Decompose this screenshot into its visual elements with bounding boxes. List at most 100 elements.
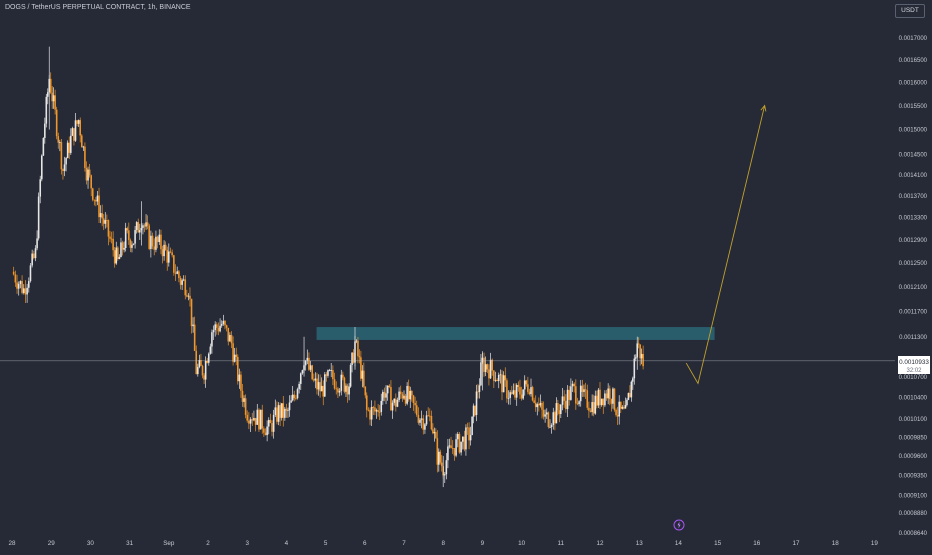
candle-body: [322, 385, 325, 397]
candle-body: [19, 281, 22, 284]
candle-body: [163, 244, 165, 257]
candle-body: [145, 222, 147, 227]
candle-body: [178, 271, 180, 279]
time-tick-label: 30: [87, 540, 95, 547]
candle-body: [512, 390, 515, 394]
candle-body: [319, 382, 321, 392]
candle-body: [549, 426, 551, 428]
time-tick-label: 11: [558, 540, 565, 547]
candle-body: [104, 220, 107, 224]
candle-body: [358, 356, 361, 358]
candle-body: [523, 380, 526, 390]
candle-body: [296, 389, 299, 399]
candle-body: [615, 409, 617, 416]
price-tick-label: 0.0013700: [899, 194, 928, 200]
price-badge-value: 0.0010933: [899, 359, 929, 366]
candle-body: [66, 142, 69, 159]
candle-body: [224, 320, 226, 326]
candle-body: [306, 357, 309, 361]
candle-body: [466, 427, 469, 429]
candle-body: [271, 423, 273, 432]
candle-body: [121, 242, 124, 250]
candle-body: [93, 199, 96, 201]
candle-body: [517, 385, 520, 387]
price-axis[interactable]: 0.0017000 0.0016500 0.0016000 0.0015500 0.00…: [899, 36, 928, 537]
candle-body: [382, 391, 384, 401]
candle-body: [542, 409, 545, 417]
event-marker[interactable]: [673, 519, 685, 531]
price-tick-label: 0.0012100: [899, 285, 928, 291]
candle-body: [59, 142, 61, 143]
candle-body: [361, 370, 364, 379]
price-tick-label: 0.0009850: [899, 435, 928, 441]
candle-body: [468, 427, 470, 441]
price-tick-label: 0.0015000: [899, 128, 928, 134]
candle-body: [432, 429, 434, 434]
resistance-zone[interactable]: [316, 327, 715, 340]
candle-body: [533, 400, 535, 403]
candle-body: [155, 236, 157, 250]
candle-body: [493, 370, 495, 381]
projection-arrowhead: [760, 104, 767, 112]
time-axis[interactable]: 28 29 30 31 Sep 2 3 4 5 6 7 8 9 10 11 12 13 14 15 16 17 18 19: [8, 540, 878, 547]
candle-body: [374, 407, 376, 412]
candle-body: [440, 462, 443, 467]
candle-body: [507, 397, 510, 399]
candle-body: [148, 225, 150, 249]
candle-body: [581, 385, 584, 392]
price-tick-label: 0.0016000: [899, 81, 928, 87]
candle-body: [436, 438, 439, 465]
candle-body: [425, 415, 428, 425]
symbol-title: DOGS / TetherUS PERPETUAL CONTRACT, 1h, …: [5, 4, 191, 11]
candle-body: [506, 380, 508, 399]
candle-body: [477, 391, 479, 393]
candle-body: [412, 395, 415, 404]
projection-path[interactable]: [685, 105, 766, 385]
candle-body: [634, 357, 637, 359]
candle-body: [88, 169, 91, 176]
candle-body: [471, 416, 473, 436]
candle-body: [29, 265, 32, 282]
candle-body: [79, 120, 82, 136]
candle-body: [40, 155, 43, 180]
price-tick-label: 0.0010400: [899, 396, 928, 402]
time-tick-label: Sep: [163, 540, 175, 547]
candle-body: [60, 142, 63, 170]
candle-body: [129, 239, 132, 248]
candle-body: [345, 385, 347, 392]
candle-body: [332, 370, 334, 380]
candle-body: [380, 400, 383, 412]
candle-body: [219, 325, 221, 332]
time-tick-label: 10: [518, 540, 526, 547]
candle-body: [244, 398, 247, 415]
lightning-glyph: [677, 521, 681, 529]
currency-button[interactable]: USDT: [895, 4, 925, 18]
candle-body: [409, 390, 412, 400]
candle-body: [435, 431, 437, 439]
time-tick-label: 31: [126, 540, 134, 547]
candle-body: [602, 398, 605, 406]
candle-body: [427, 415, 429, 417]
candle-body: [337, 388, 339, 393]
candle-body: [460, 441, 462, 453]
time-tick-label: 14: [675, 540, 683, 547]
candle-body: [198, 360, 201, 367]
candle-body: [42, 137, 45, 156]
candle-body: [248, 420, 250, 424]
candle-body: [161, 249, 164, 257]
candle-body: [77, 120, 80, 124]
candle-body: [480, 362, 482, 386]
candle-body: [285, 408, 288, 411]
candle-body: [217, 327, 220, 332]
candle-body: [463, 436, 466, 450]
candle-body: [203, 375, 205, 380]
candle-body: [486, 364, 489, 370]
candle-body: [240, 374, 242, 391]
time-tick-label: 6: [363, 540, 367, 547]
candle-body: [51, 92, 53, 102]
time-tick-label: 19: [871, 540, 879, 547]
candle-body: [456, 433, 459, 440]
candle-body: [216, 324, 218, 328]
